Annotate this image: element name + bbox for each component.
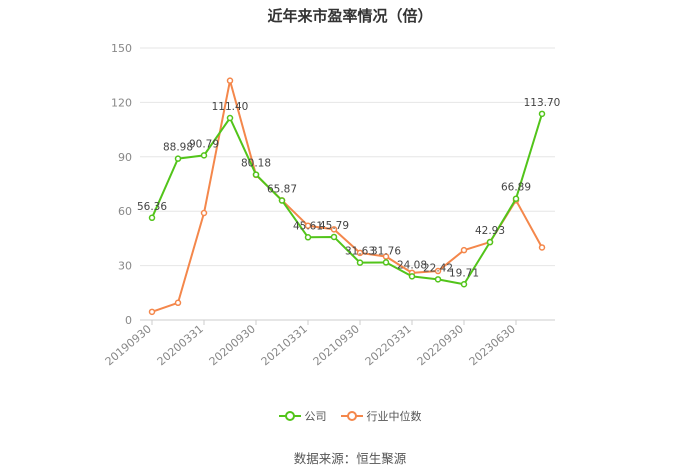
- company-data-label: 24.08: [397, 259, 427, 271]
- company-data-point: [278, 197, 286, 204]
- y-tick-label: 120: [111, 96, 132, 109]
- legend-label-industry: 行业中位数: [366, 410, 422, 423]
- data-source: 数据来源：恒生聚源: [293, 451, 407, 466]
- x-tick-label: 20190930: [103, 322, 154, 368]
- company-data-point: [148, 214, 156, 222]
- company-data-point: [226, 114, 234, 122]
- industry-data-point: [226, 77, 234, 84]
- y-tick-label: 90: [118, 151, 132, 164]
- grid-lines: [140, 47, 555, 267]
- company-data-point: [200, 152, 208, 159]
- company-series-line: [151, 113, 543, 286]
- company-data-label: 90.79: [189, 138, 219, 150]
- industry-data-point: [538, 244, 546, 251]
- y-tick-label: 30: [118, 260, 132, 273]
- industry-data-point: [356, 249, 364, 257]
- company-data-label: 80.18: [241, 158, 271, 170]
- industry-data-point: [330, 226, 338, 233]
- x-tick-label: 20200331: [155, 322, 206, 368]
- company-data-point: [382, 259, 390, 266]
- company-data-point: [408, 273, 416, 280]
- company-data-label: 56.36: [137, 201, 167, 213]
- company-data-label: 31.76: [371, 245, 401, 257]
- x-tick-label: 20210930: [311, 322, 362, 368]
- company-data-label: 113.70: [524, 97, 561, 109]
- industry-data-point: [460, 246, 468, 254]
- industry-data-point: [434, 267, 442, 275]
- company-data-point: [538, 110, 546, 118]
- company-data-label: 88.98: [163, 142, 193, 154]
- company-data-label: 31.63: [345, 246, 375, 258]
- company-data-label: 22.42: [423, 262, 453, 274]
- legend: 公司 行业中位数: [0, 408, 700, 424]
- legend-swatch-company: [278, 410, 301, 422]
- company-data-point: [252, 171, 260, 178]
- x-tick-label: 20220331: [363, 322, 414, 368]
- x-tick-label: 20230630: [467, 322, 518, 368]
- legend-swatch-industry: [340, 410, 363, 422]
- company-data-label: 45.79: [319, 220, 349, 232]
- company-data-point: [174, 155, 182, 162]
- company-data-label: 65.87: [267, 184, 297, 196]
- legend-label-company: 公司: [304, 410, 327, 423]
- x-tick-label: 20220930: [415, 322, 466, 368]
- company-data-label: 45.61: [293, 220, 323, 232]
- industry-data-point: [200, 209, 208, 217]
- company-data-point: [304, 234, 312, 241]
- industry-data-point: [382, 253, 390, 260]
- industry-series-line: [151, 79, 543, 313]
- y-tick-label: 60: [118, 205, 132, 218]
- industry-data-point: [174, 299, 182, 307]
- y-tick-label: 150: [111, 42, 132, 55]
- x-tick-label: 20210331: [259, 322, 310, 368]
- company-data-label: 66.89: [501, 182, 531, 194]
- series-lines: [148, 77, 546, 316]
- company-data-point: [356, 259, 364, 266]
- industry-data-point: [148, 308, 156, 316]
- company-data-label: 42.93: [475, 225, 505, 237]
- company-data-point: [486, 238, 494, 246]
- company-data-point: [434, 276, 442, 283]
- y-tick-label: 0: [125, 314, 132, 327]
- company-data-point: [512, 195, 520, 202]
- company-data-point: [330, 233, 338, 241]
- legend-item-company[interactable]: 公司: [278, 408, 327, 424]
- company-data-label: 19.71: [449, 267, 479, 279]
- legend-item-industry[interactable]: 行业中位数: [340, 408, 422, 424]
- x-tick-label: 20200930: [207, 322, 258, 368]
- chart-title: 近年来市盈率情况（倍）: [267, 7, 433, 25]
- company-data-label: 111.40: [212, 101, 249, 113]
- company-data-point: [460, 281, 468, 288]
- industry-data-point: [304, 222, 312, 229]
